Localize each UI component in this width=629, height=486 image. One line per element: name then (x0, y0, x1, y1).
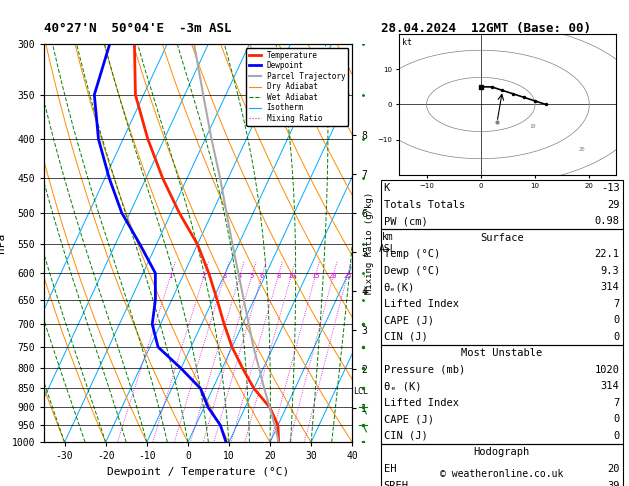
Text: 20: 20 (579, 147, 585, 152)
Text: Dewp (°C): Dewp (°C) (384, 266, 440, 276)
Text: Totals Totals: Totals Totals (384, 200, 465, 209)
Text: 314: 314 (601, 382, 620, 391)
Text: 22.1: 22.1 (594, 249, 620, 259)
Text: 7: 7 (613, 299, 620, 309)
Text: 20: 20 (607, 464, 620, 474)
Text: 314: 314 (601, 282, 620, 292)
Text: PW (cm): PW (cm) (384, 216, 428, 226)
Text: K: K (384, 183, 390, 193)
Text: kt: kt (402, 37, 412, 47)
Text: 10: 10 (530, 123, 536, 128)
Text: 10: 10 (287, 273, 296, 279)
Text: 1: 1 (169, 273, 173, 279)
Text: 1020: 1020 (594, 365, 620, 375)
Text: 28.04.2024  12GMT (Base: 00): 28.04.2024 12GMT (Base: 00) (381, 22, 591, 35)
Text: CAPE (J): CAPE (J) (384, 315, 433, 325)
Text: © weatheronline.co.uk: © weatheronline.co.uk (440, 469, 564, 479)
Text: 3: 3 (223, 273, 226, 279)
Text: 0: 0 (613, 415, 620, 424)
Text: Lifted Index: Lifted Index (384, 398, 459, 408)
Text: 20: 20 (329, 273, 337, 279)
Text: 2: 2 (202, 273, 206, 279)
Text: 40°27'N  50°04'E  -3m ASL: 40°27'N 50°04'E -3m ASL (44, 22, 231, 35)
Text: EH: EH (384, 464, 396, 474)
Text: LCL: LCL (353, 387, 368, 396)
Text: Hodograph: Hodograph (474, 448, 530, 457)
Text: 15: 15 (311, 273, 320, 279)
Text: 0: 0 (613, 431, 620, 441)
Text: 7: 7 (613, 398, 620, 408)
Text: 0.98: 0.98 (594, 216, 620, 226)
Text: 4: 4 (238, 273, 242, 279)
Y-axis label: km
ASL: km ASL (379, 232, 397, 254)
X-axis label: Dewpoint / Temperature (°C): Dewpoint / Temperature (°C) (107, 467, 289, 477)
Text: Lifted Index: Lifted Index (384, 299, 459, 309)
Y-axis label: hPa: hPa (0, 233, 6, 253)
Text: -13: -13 (601, 183, 620, 193)
Text: Mixing Ratio (g/kg): Mixing Ratio (g/kg) (365, 192, 374, 294)
Text: SREH: SREH (384, 481, 409, 486)
Text: 8: 8 (276, 273, 281, 279)
Text: 29: 29 (607, 200, 620, 209)
Text: CAPE (J): CAPE (J) (384, 415, 433, 424)
Text: 0: 0 (613, 332, 620, 342)
Text: CIN (J): CIN (J) (384, 332, 428, 342)
Text: 5: 5 (250, 273, 254, 279)
Text: CIN (J): CIN (J) (384, 431, 428, 441)
Text: 39: 39 (607, 481, 620, 486)
Text: Surface: Surface (480, 233, 523, 243)
Text: θₑ(K): θₑ(K) (384, 282, 415, 292)
Text: 9.3: 9.3 (601, 266, 620, 276)
Text: 6: 6 (260, 273, 264, 279)
Legend: Temperature, Dewpoint, Parcel Trajectory, Dry Adiabat, Wet Adiabat, Isotherm, Mi: Temperature, Dewpoint, Parcel Trajectory… (246, 48, 348, 126)
Text: Temp (°C): Temp (°C) (384, 249, 440, 259)
Text: 25: 25 (343, 273, 352, 279)
Text: Most Unstable: Most Unstable (461, 348, 542, 358)
Text: θₑ (K): θₑ (K) (384, 382, 421, 391)
Text: Pressure (mb): Pressure (mb) (384, 365, 465, 375)
Text: 0: 0 (613, 315, 620, 325)
